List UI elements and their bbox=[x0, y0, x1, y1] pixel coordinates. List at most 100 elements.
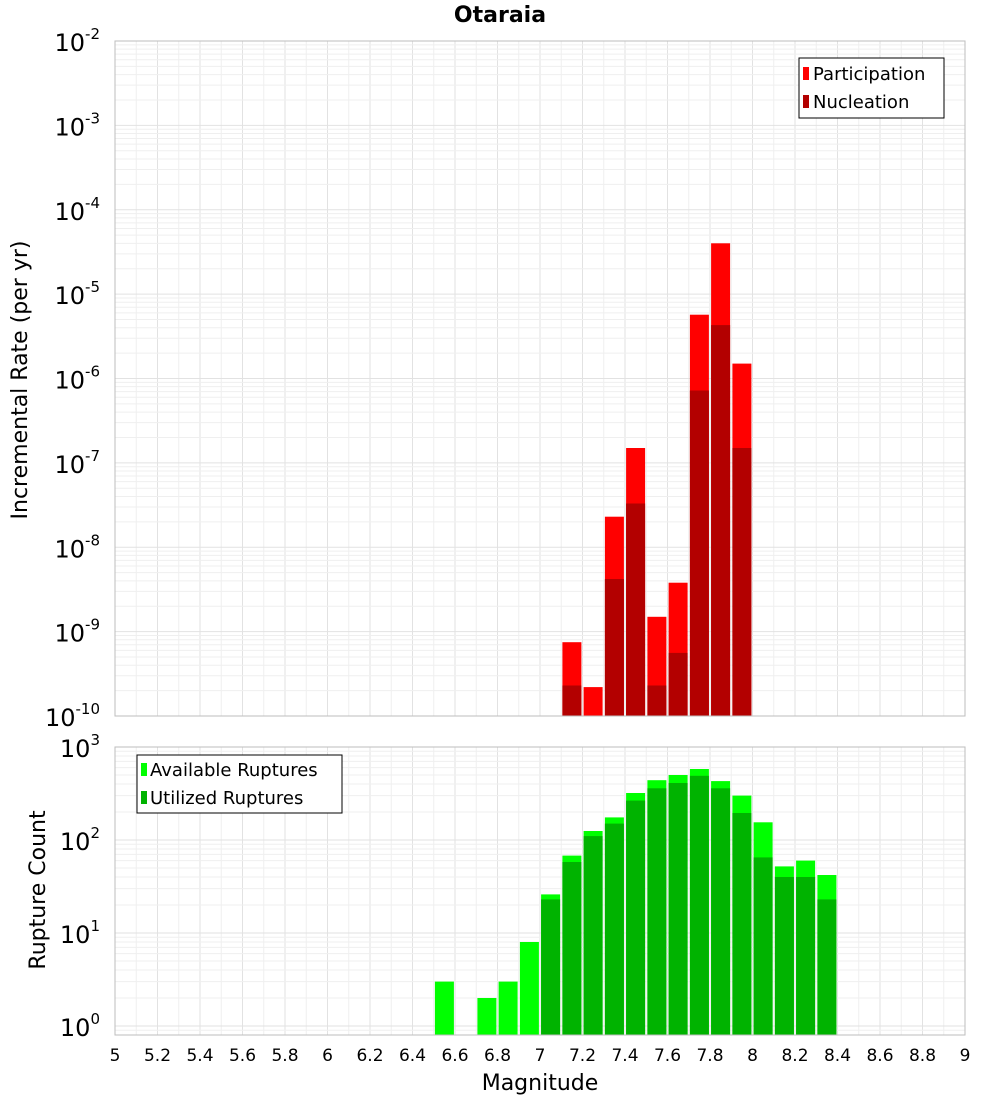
count-y-tick-label: 102 bbox=[60, 824, 100, 856]
x-tick-label: 5.2 bbox=[144, 1046, 171, 1066]
rate-y-tick-label: 10-6 bbox=[54, 363, 100, 395]
x-tick-label: 8.4 bbox=[824, 1046, 851, 1066]
count-y-tick-label: 100 bbox=[60, 1010, 100, 1042]
bar-utilized-ruptures bbox=[753, 857, 773, 1035]
x-tick-label: 6 bbox=[322, 1046, 333, 1066]
bar-utilized-ruptures bbox=[562, 862, 582, 1035]
bar-utilized-ruptures bbox=[647, 788, 667, 1035]
x-tick-label: 6.6 bbox=[441, 1046, 468, 1066]
rate-plot-frame bbox=[114, 40, 966, 717]
bar-utilized-ruptures bbox=[668, 783, 688, 1035]
bar-nucleation bbox=[668, 652, 688, 716]
bar-nucleation bbox=[732, 448, 752, 716]
bar-utilized-ruptures bbox=[604, 823, 624, 1035]
rate-y-tick-exponent: -9 bbox=[85, 616, 100, 634]
count-y-axis-label: Rupture Count bbox=[26, 810, 51, 970]
count-legend-box bbox=[136, 754, 343, 814]
legend-label-utilized: Utilized Ruptures bbox=[150, 788, 303, 809]
x-tick-label: 7 bbox=[535, 1046, 546, 1066]
bar-available-ruptures bbox=[434, 981, 454, 1035]
count-y-tick-label: 101 bbox=[60, 917, 100, 949]
rate-bars bbox=[562, 243, 752, 717]
x-tick-label: 7.2 bbox=[569, 1046, 596, 1066]
bar-available-ruptures bbox=[477, 998, 497, 1035]
rate-y-tick-base: 10 bbox=[54, 620, 85, 648]
rate-y-tick-base: 10 bbox=[45, 704, 76, 732]
rate-y-tick-label: 10-3 bbox=[54, 109, 100, 141]
rate-y-tick-base: 10 bbox=[54, 113, 85, 141]
count-legend: Available Ruptures Utilized Ruptures bbox=[136, 754, 343, 814]
rate-grid bbox=[114, 40, 966, 717]
bar-utilized-ruptures bbox=[583, 836, 603, 1035]
x-tick-label: 7.4 bbox=[611, 1046, 638, 1066]
x-tick-label: 9 bbox=[960, 1046, 971, 1066]
count-y-tick-exponent: 1 bbox=[90, 917, 100, 935]
count-y-tick-base: 10 bbox=[60, 1014, 91, 1042]
rate-y-tick-label: 10-2 bbox=[54, 25, 100, 57]
bar-utilized-ruptures bbox=[732, 813, 752, 1035]
x-tick-label: 6.4 bbox=[399, 1046, 426, 1066]
bar-available-ruptures bbox=[519, 942, 539, 1035]
bar-available-ruptures bbox=[498, 981, 518, 1035]
rate-y-tick-label: 10-9 bbox=[54, 616, 100, 648]
legend-label-nucleation: Nucleation bbox=[813, 92, 909, 113]
bar-utilized-ruptures bbox=[796, 877, 816, 1035]
x-tick-label: 5.8 bbox=[271, 1046, 298, 1066]
bar-utilized-ruptures bbox=[817, 899, 837, 1035]
count-y-tick-exponent: 3 bbox=[90, 731, 100, 749]
count-y-tick-exponent: 2 bbox=[90, 824, 100, 842]
bar-utilized-ruptures bbox=[711, 788, 731, 1035]
legend-swatch-participation bbox=[803, 67, 809, 80]
x-tick-label: 8.8 bbox=[909, 1046, 936, 1066]
rate-y-tick-base: 10 bbox=[54, 282, 85, 310]
rate-y-tick-base: 10 bbox=[54, 451, 85, 479]
legend-swatch-available bbox=[141, 763, 147, 776]
rate-y-tick-base: 10 bbox=[54, 535, 85, 563]
count-bars bbox=[434, 769, 837, 1035]
rate-y-tick-exponent: -3 bbox=[85, 109, 100, 127]
x-tick-label: 8.2 bbox=[781, 1046, 808, 1066]
rate-y-tick-exponent: -2 bbox=[85, 25, 100, 43]
x-tick-label: 5.6 bbox=[229, 1046, 256, 1066]
count-y-tick-base: 10 bbox=[60, 921, 91, 949]
rate-y-tick-label: 10-8 bbox=[54, 531, 100, 563]
rate-y-tick-label: 10-10 bbox=[45, 700, 100, 732]
rate-y-tick-base: 10 bbox=[54, 29, 85, 57]
x-tick-label: 7.6 bbox=[654, 1046, 681, 1066]
bar-nucleation bbox=[711, 325, 731, 716]
x-tick-label: 8.6 bbox=[866, 1046, 893, 1066]
legend-swatch-nucleation bbox=[803, 95, 809, 108]
bar-participation bbox=[583, 687, 603, 716]
rate-y-tick-exponent: -6 bbox=[85, 363, 100, 381]
rate-legend-box bbox=[798, 57, 945, 119]
rate-y-tick-label: 10-5 bbox=[54, 278, 100, 310]
legend-swatch-utilized bbox=[141, 791, 147, 804]
x-tick-label: 8 bbox=[747, 1046, 758, 1066]
rate-y-tick-base: 10 bbox=[54, 198, 85, 226]
bar-utilized-ruptures bbox=[626, 800, 646, 1035]
bar-utilized-ruptures bbox=[774, 877, 794, 1035]
bar-nucleation bbox=[689, 390, 709, 716]
legend-label-participation: Participation bbox=[813, 64, 925, 85]
bar-nucleation bbox=[647, 685, 667, 716]
rate-y-tick-exponent: -5 bbox=[85, 278, 100, 296]
count-y-tick-label: 103 bbox=[60, 731, 100, 763]
count-plot-frame bbox=[114, 746, 966, 1036]
rate-y-axis-label: Incremental Rate (per yr) bbox=[8, 241, 33, 520]
x-tick-label: 6.8 bbox=[484, 1046, 511, 1066]
bar-utilized-ruptures bbox=[541, 899, 561, 1035]
rate-y-tick-label: 10-7 bbox=[54, 447, 100, 479]
x-tick-label: 6.2 bbox=[356, 1046, 383, 1066]
chart-title: Otaraia bbox=[454, 3, 546, 28]
x-tick-label: 5 bbox=[110, 1046, 121, 1066]
rate-legend: Participation Nucleation bbox=[798, 57, 945, 119]
count-y-tick-base: 10 bbox=[60, 828, 91, 856]
bar-nucleation bbox=[604, 579, 624, 716]
rate-y-tick-label: 10-4 bbox=[54, 194, 100, 226]
x-tick-label: 5.4 bbox=[186, 1046, 213, 1066]
